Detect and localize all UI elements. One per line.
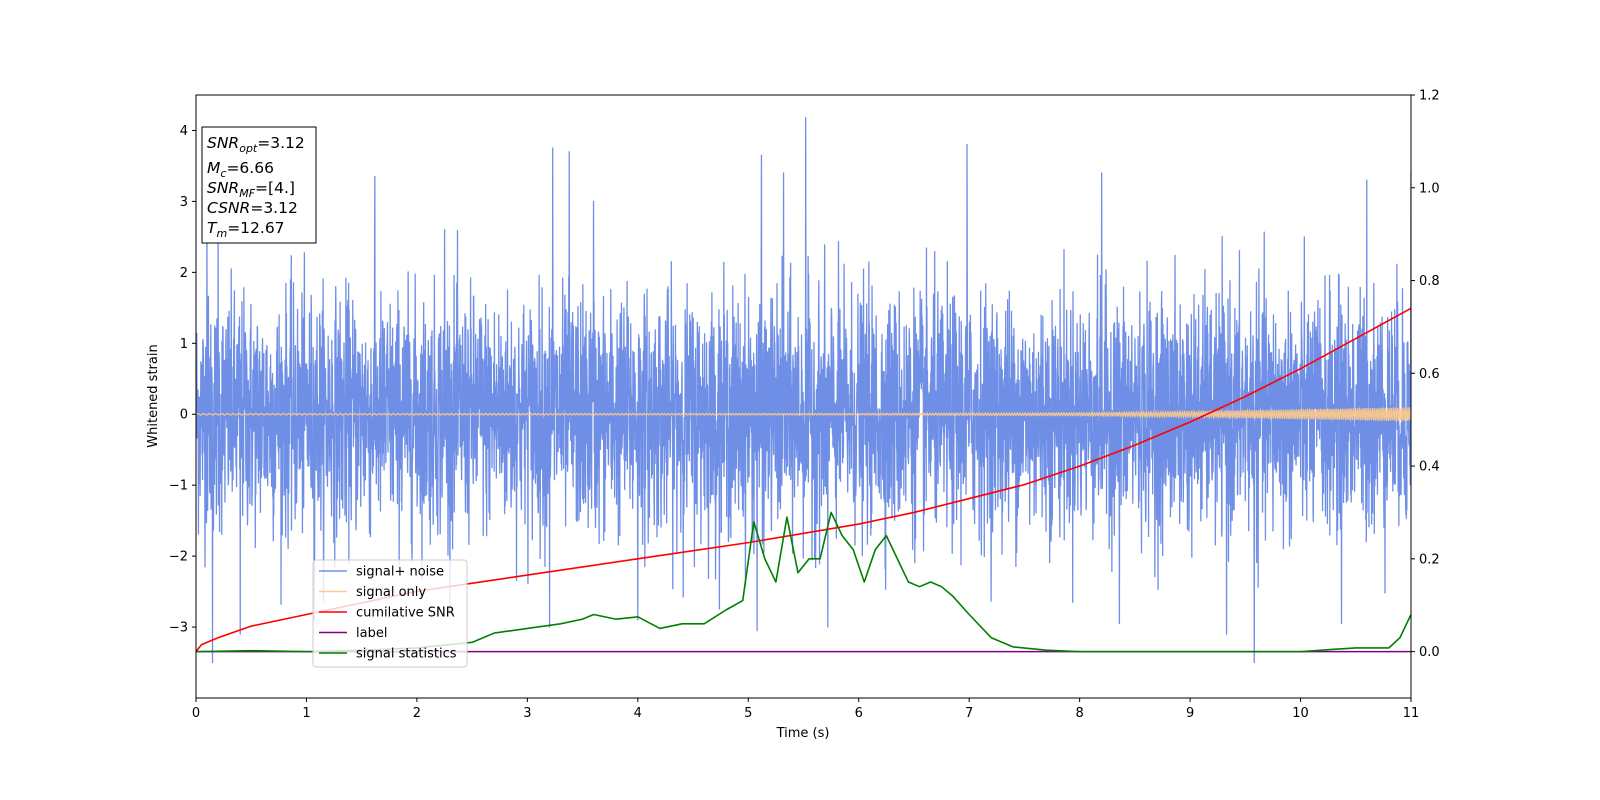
y-axis-left: −3 −2 −1 0 1 2 3 4 xyxy=(169,124,196,636)
y2-tick-label: 0.4 xyxy=(1419,460,1440,475)
info-csnr-base: CSNR xyxy=(207,199,250,217)
info-tm-sub: m xyxy=(216,227,227,240)
axes-frame xyxy=(195,94,1412,699)
x-axis-label: Time (s) xyxy=(776,726,830,741)
y-tick-label: −3 xyxy=(169,621,188,636)
info-tm-value: =12.67 xyxy=(227,219,284,237)
x-tick-label: 2 xyxy=(413,706,421,721)
x-tick-label: 3 xyxy=(523,706,531,721)
series-signal-statistics xyxy=(196,511,1411,653)
info-snr-opt-base: SNR xyxy=(207,134,239,152)
y2-tick-label: 0.0 xyxy=(1419,645,1440,660)
x-tick-label: 8 xyxy=(1075,706,1083,721)
y-tick-label: 0 xyxy=(180,408,188,423)
y2-tick-label: 0.8 xyxy=(1419,274,1440,289)
info-box: SNRopt=3.12 Mc=6.66 SNRMF=[4.] CSNR=3.12… xyxy=(201,126,317,244)
info-snr-mf-base: SNR xyxy=(207,179,239,197)
info-box-frame xyxy=(201,126,317,244)
info-snr-opt-sub: opt xyxy=(239,142,258,155)
info-csnr-value: =3.12 xyxy=(250,199,298,217)
x-tick-label: 5 xyxy=(744,706,752,721)
x-tick-label: 10 xyxy=(1292,706,1309,721)
y-tick-label: 4 xyxy=(180,124,188,139)
info-tm-base: T xyxy=(207,219,218,237)
y2-tick-label: 1.2 xyxy=(1419,89,1440,104)
y-tick-label: 3 xyxy=(180,195,188,210)
info-mc: Mc=6.66 xyxy=(207,159,274,180)
y2-tick-label: 0.2 xyxy=(1419,552,1440,567)
x-tick-label: 0 xyxy=(192,706,200,721)
y-tick-label: 2 xyxy=(180,266,188,281)
info-snr-opt: SNRopt=3.12 xyxy=(207,134,305,155)
x-tick-label: 6 xyxy=(855,706,863,721)
y-axis-label: Whitened strain xyxy=(146,344,161,447)
x-tick-label: 11 xyxy=(1403,706,1420,721)
info-snr-mf-value: =[4.] xyxy=(255,179,295,197)
x-tick-label: 1 xyxy=(302,706,310,721)
info-tm: Tm=12.67 xyxy=(207,219,285,240)
y-tick-label: 1 xyxy=(180,337,188,352)
x-tick-label: 7 xyxy=(965,706,973,721)
info-mc-value: =6.66 xyxy=(226,159,274,177)
y-axis-right: 0.0 0.2 0.4 0.6 0.8 1.0 1.2 xyxy=(1411,89,1440,660)
series-signal-noise xyxy=(196,117,1411,664)
y-tick-label: −2 xyxy=(169,550,188,565)
y2-tick-label: 1.0 xyxy=(1419,181,1440,196)
legend-label: signal statistics xyxy=(356,647,457,662)
x-tick-label: 4 xyxy=(634,706,642,721)
x-tick-label: 9 xyxy=(1186,706,1194,721)
info-snr-mf: SNRMF=[4.] xyxy=(207,179,295,200)
series-cumilative-snr xyxy=(196,307,1411,653)
legend-label: cumilative SNR xyxy=(356,606,455,621)
legend-label: signal only xyxy=(356,585,426,600)
info-csnr: CSNR=3.12 xyxy=(207,199,298,217)
y-tick-label: −1 xyxy=(169,479,188,494)
info-snr-mf-sub: MF xyxy=(239,187,255,200)
legend: signal+ noise signal only cumilative SNR la… xyxy=(312,559,468,668)
y2-tick-label: 0.6 xyxy=(1419,367,1440,382)
info-snr-opt-value: =3.12 xyxy=(257,134,305,152)
legend-label: signal+ noise xyxy=(356,565,444,580)
info-mc-sub: c xyxy=(220,167,226,180)
x-axis: 0 1 2 3 4 5 6 7 8 9 10 11 xyxy=(192,698,1419,721)
legend-frame xyxy=(312,559,468,668)
legend-label: label xyxy=(356,626,387,641)
info-mc-base: M xyxy=(207,159,220,177)
